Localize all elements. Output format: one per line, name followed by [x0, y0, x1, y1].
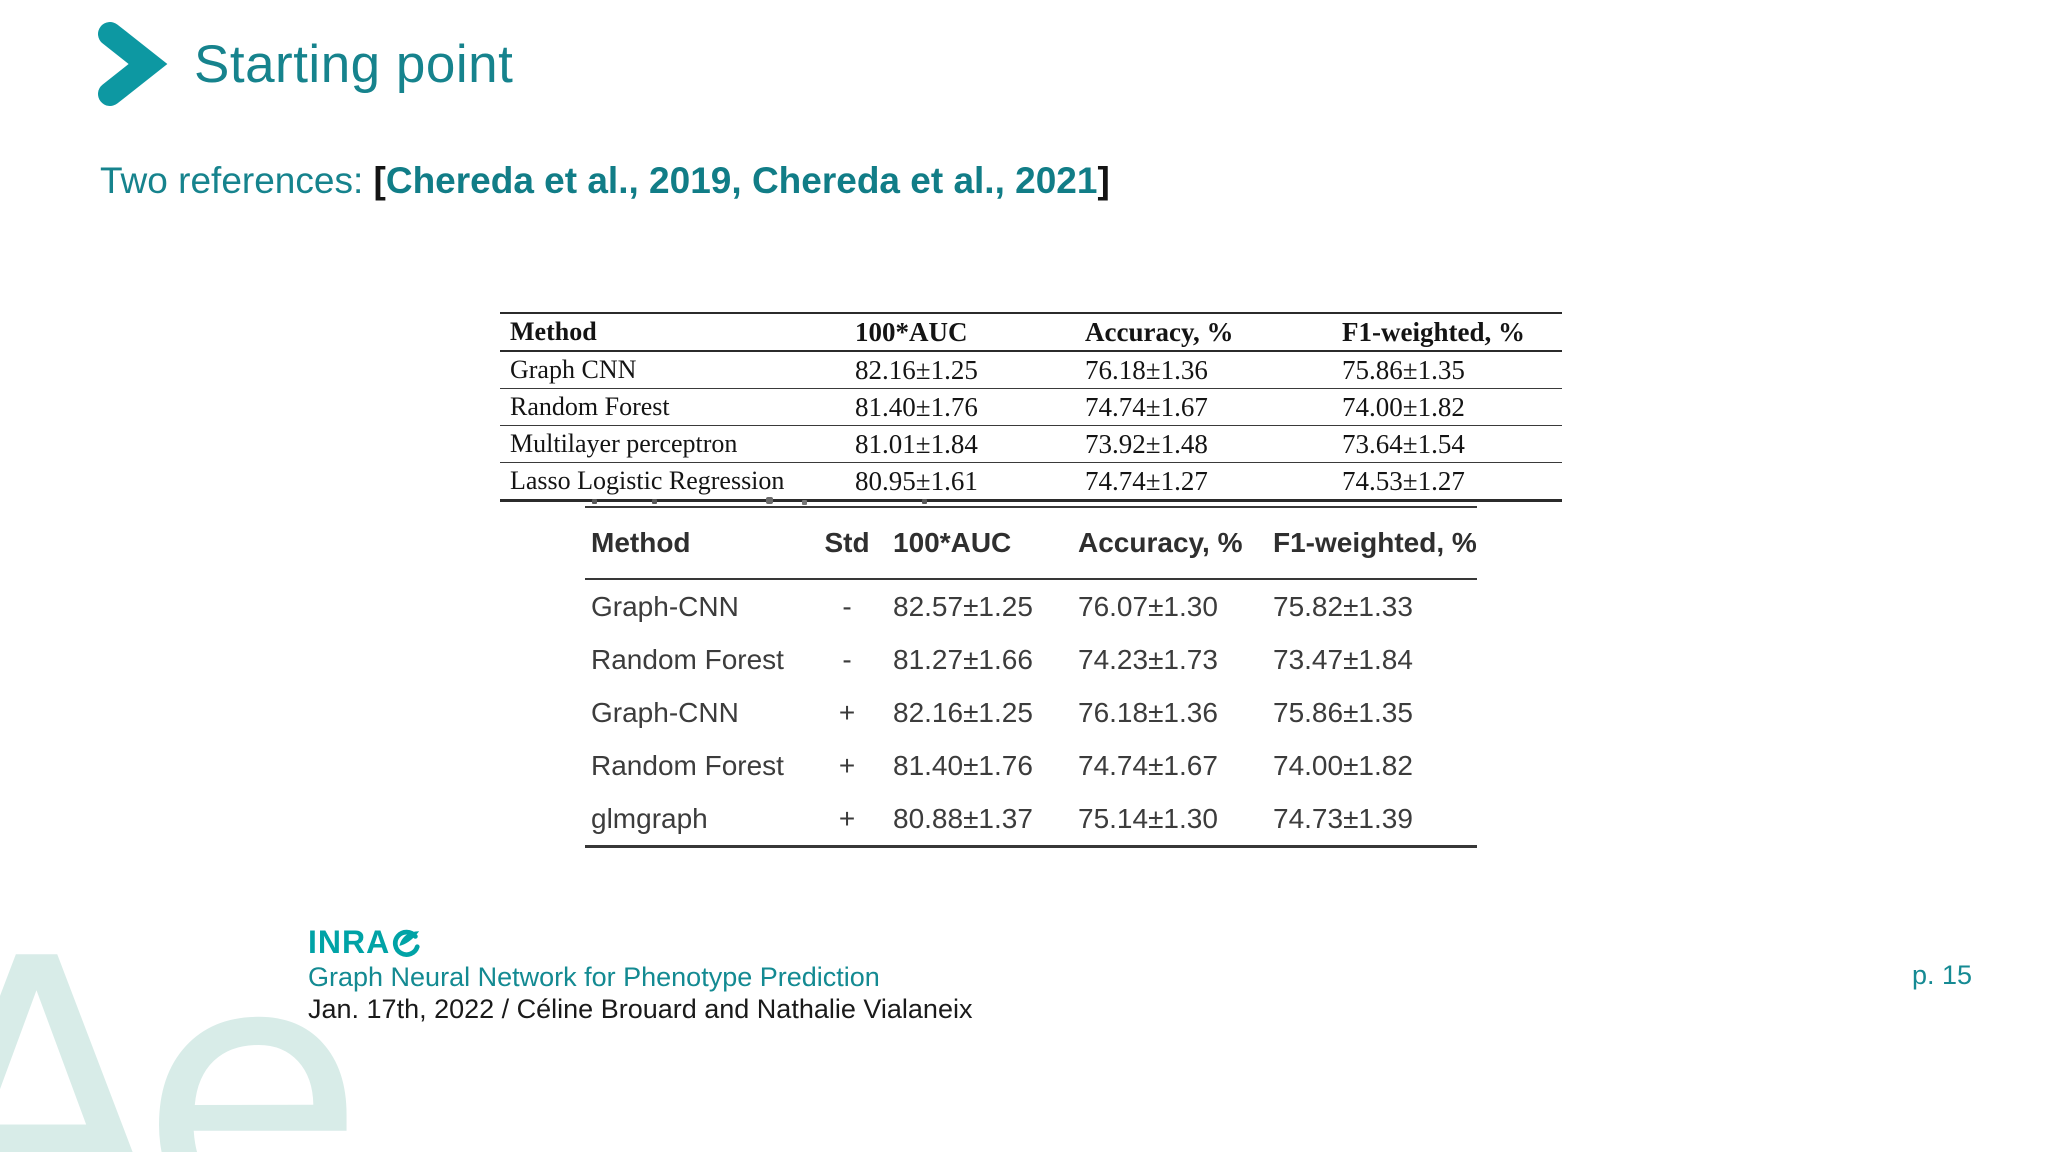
- table1-cell: 76.18±1.36: [1085, 354, 1208, 385]
- inrae-watermark-logo: Ae: [0, 882, 366, 1152]
- table2-header-accuracy: Accuracy, %: [1072, 507, 1267, 580]
- table2-cell: 76.18±1.36: [1078, 696, 1218, 728]
- references-prefix: Two references:: [100, 160, 374, 201]
- inrae-leaf-e-icon: [393, 929, 420, 957]
- table1-cell: Multilayer perceptron: [510, 429, 738, 458]
- table-row: Lasso Logistic Regression 80.95±1.61 74.…: [500, 463, 1562, 501]
- table2-cell: Random Forest: [591, 749, 784, 781]
- table2-cell: Graph-CNN: [591, 590, 739, 622]
- results-table-2019: Method 100*AUC Accuracy, % F1-weighted, …: [500, 312, 1562, 502]
- open-bracket: [: [373, 160, 386, 201]
- table1-cell: 74.53±1.27: [1342, 465, 1465, 496]
- date-and-authors: Jan. 17th, 2022 / Céline Brouard and Nat…: [308, 994, 973, 1024]
- table1-cell: 74.74±1.27: [1085, 465, 1208, 496]
- table2-cell: 81.40±1.76: [893, 749, 1033, 781]
- table2-header-method: Method: [585, 507, 807, 580]
- table2-header-f1: F1-weighted, %: [1267, 507, 1477, 580]
- table1-cell: 80.95±1.61: [855, 465, 978, 496]
- results-table-2021: Method Std 100*AUC Accuracy, % F1-weight…: [585, 506, 1477, 848]
- chevron-right-icon: [98, 22, 168, 106]
- table2-cell: Graph-CNN: [591, 696, 739, 728]
- citation-chereda-2019[interactable]: Chereda et al., 2019: [385, 160, 732, 201]
- table-row: Graph-CNN + 82.16±1.25 76.18±1.36 75.86±…: [585, 686, 1477, 739]
- close-bracket: ]: [1097, 160, 1110, 201]
- table2-cell: 75.14±1.30: [1078, 802, 1218, 834]
- deck-title: Graph Neural Network for Phenotype Predi…: [308, 962, 880, 992]
- table1-header-f1: F1-weighted, %: [1332, 313, 1562, 352]
- table-row: Method 100*AUC Accuracy, % F1-weighted, …: [500, 313, 1562, 352]
- table2-cell: 73.47±1.84: [1273, 643, 1413, 675]
- page-number: p. 15: [1912, 960, 1973, 990]
- slide-footer: INRA Graph Neural Network for Phenotype …: [0, 924, 2048, 1152]
- inrae-logo-text: INRA: [308, 924, 391, 960]
- table-row: Random Forest 81.40±1.76 74.74±1.67 74.0…: [500, 389, 1562, 426]
- inrae-logo: INRA: [308, 924, 421, 961]
- table2-cell: +: [838, 802, 856, 834]
- table1-cell: 82.16±1.25: [855, 354, 978, 385]
- references-line: Two references: [Chereda et al., 2019, C…: [100, 160, 1110, 202]
- table-row: Method Std 100*AUC Accuracy, % F1-weight…: [585, 507, 1477, 580]
- table-row: Random Forest + 81.40±1.76 74.74±1.67 74…: [585, 739, 1477, 792]
- table2-cell: glmgraph: [591, 802, 708, 834]
- table1-cell: Graph CNN: [510, 355, 637, 384]
- table2-cell: 75.82±1.33: [1273, 590, 1413, 622]
- table1-header-auc: 100*AUC: [845, 313, 1075, 352]
- table2-cell: -: [842, 643, 852, 675]
- table1-cell: Random Forest: [510, 392, 670, 421]
- table2-cell: 76.07±1.30: [1078, 590, 1218, 622]
- table2-header-std: Std: [807, 507, 887, 580]
- table2-cell: 74.73±1.39: [1273, 802, 1413, 834]
- table1-header-method: Method: [500, 313, 845, 352]
- table-row: Graph CNN 82.16±1.25 76.18±1.36 75.86±1.…: [500, 351, 1562, 389]
- table2-cell: 82.16±1.25: [893, 696, 1033, 728]
- table1-cell: 75.86±1.35: [1342, 354, 1465, 385]
- table2-cell: +: [838, 696, 856, 728]
- table1-cell: 81.40±1.76: [855, 391, 978, 422]
- table2-cell: 80.88±1.37: [893, 802, 1033, 834]
- table2-cell: 74.23±1.73: [1078, 643, 1218, 675]
- table1-cell: 81.01±1.84: [855, 428, 978, 459]
- table1-cell: 74.74±1.67: [1085, 391, 1208, 422]
- cropped-text-fragment: [592, 497, 1112, 504]
- table2-cell: 74.00±1.82: [1273, 749, 1413, 781]
- table1-cell: 73.64±1.54: [1342, 428, 1465, 459]
- citation-chereda-2021[interactable]: Chereda et al., 2021: [751, 160, 1098, 201]
- table1-cell: 74.00±1.82: [1342, 391, 1465, 422]
- citation-separator: ,: [731, 160, 752, 201]
- table2-cell: Random Forest: [591, 643, 784, 675]
- slide-title: Starting point: [194, 35, 514, 94]
- table-row: Multilayer perceptron 81.01±1.84 73.92±1…: [500, 426, 1562, 463]
- table1-cell: 73.92±1.48: [1085, 428, 1208, 459]
- table1-cell: Lasso Logistic Regression: [510, 466, 785, 495]
- table1-header-accuracy: Accuracy, %: [1075, 313, 1332, 352]
- table-row: Random Forest - 81.27±1.66 74.23±1.73 73…: [585, 633, 1477, 686]
- table2-cell: 75.86±1.35: [1273, 696, 1413, 728]
- table2-cell: +: [838, 749, 856, 781]
- table-row: glmgraph + 80.88±1.37 75.14±1.30 74.73±1…: [585, 792, 1477, 847]
- table2-cell: 82.57±1.25: [893, 590, 1033, 622]
- table2-cell: -: [842, 590, 852, 622]
- table2-header-auc: 100*AUC: [887, 507, 1072, 580]
- table2-cell: 81.27±1.66: [893, 643, 1033, 675]
- table-row: Graph-CNN - 82.57±1.25 76.07±1.30 75.82±…: [585, 579, 1477, 633]
- table2-cell: 74.74±1.67: [1078, 749, 1218, 781]
